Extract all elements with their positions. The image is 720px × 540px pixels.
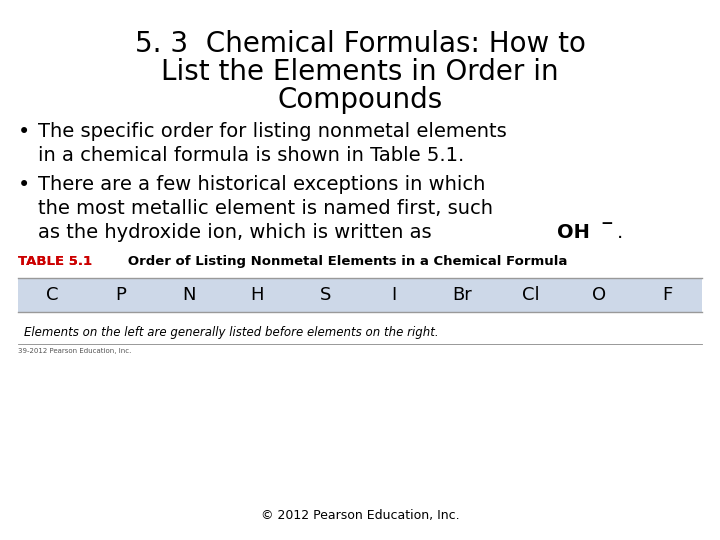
Text: as the hydroxide ion, which is written as: as the hydroxide ion, which is written a… bbox=[38, 223, 438, 242]
Text: •: • bbox=[18, 122, 30, 142]
Text: .: . bbox=[616, 223, 623, 242]
Text: The specific order for listing nonmetal elements: The specific order for listing nonmetal … bbox=[38, 122, 507, 141]
Text: TABLE 5.1: TABLE 5.1 bbox=[18, 255, 92, 268]
Text: F: F bbox=[662, 286, 673, 304]
Text: C: C bbox=[46, 286, 58, 304]
Text: •: • bbox=[18, 175, 30, 195]
Text: Br: Br bbox=[453, 286, 472, 304]
Text: Order of Listing Nonmetal Elements in a Chemical Formula: Order of Listing Nonmetal Elements in a … bbox=[114, 255, 567, 268]
Text: H: H bbox=[251, 286, 264, 304]
Text: There are a few historical exceptions in which: There are a few historical exceptions in… bbox=[38, 175, 485, 194]
Text: O: O bbox=[593, 286, 606, 304]
Text: OH: OH bbox=[557, 223, 590, 242]
Text: Elements on the left are generally listed before elements on the right.: Elements on the left are generally liste… bbox=[24, 326, 438, 339]
Text: List the Elements in Order in: List the Elements in Order in bbox=[161, 58, 559, 86]
Text: N: N bbox=[182, 286, 196, 304]
Text: © 2012 Pearson Education, Inc.: © 2012 Pearson Education, Inc. bbox=[261, 509, 459, 522]
Text: Cl: Cl bbox=[522, 286, 540, 304]
Text: 39-2012 Pearson Education, Inc.: 39-2012 Pearson Education, Inc. bbox=[18, 348, 131, 354]
Text: −: − bbox=[600, 216, 613, 231]
Text: S: S bbox=[320, 286, 331, 304]
Text: the most metallic element is named first, such: the most metallic element is named first… bbox=[38, 199, 493, 218]
Text: in a chemical formula is shown in Table 5.1.: in a chemical formula is shown in Table … bbox=[38, 146, 464, 165]
Text: 5. 3  Chemical Formulas: How to: 5. 3 Chemical Formulas: How to bbox=[135, 30, 585, 58]
Text: Compounds: Compounds bbox=[277, 86, 443, 114]
Bar bbox=[18, 278, 702, 312]
Text: TABLE 5.1: TABLE 5.1 bbox=[18, 255, 92, 268]
Text: I: I bbox=[392, 286, 397, 304]
Text: P: P bbox=[115, 286, 126, 304]
